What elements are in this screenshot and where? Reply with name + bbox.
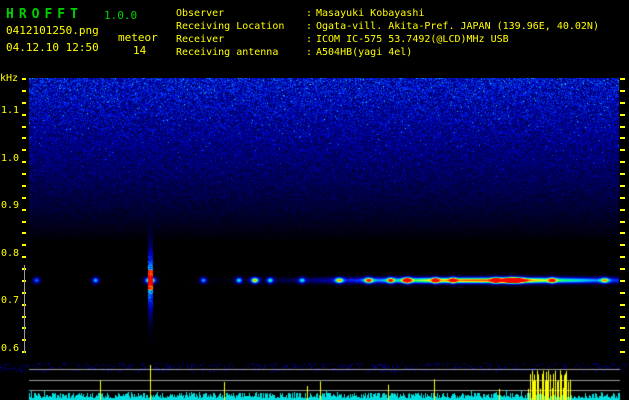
info-key: Observer (176, 8, 225, 19)
info-value: Ogata-vill. Akita-Pref. JAPAN (139.96E, … (316, 21, 599, 32)
y-axis-unit-label: kHz (0, 73, 19, 84)
info-row: Receiving Location: Ogata-vill. Akita-Pre… (176, 20, 599, 33)
info-separator: : (306, 21, 313, 32)
y-axis-tick-mark (22, 184, 26, 187)
y-axis-tick-mark-right (620, 149, 625, 152)
amplitude-canvas[interactable] (0, 363, 629, 400)
meteor-counter-label: meteor (118, 31, 158, 44)
y-axis-tick-mark (22, 244, 26, 247)
y-axis-tick-mark (22, 125, 26, 128)
info-row: Receiver: ICOM IC-575 53.7492(@LCD)MHz US… (176, 33, 599, 46)
info-key: Receiving Location (176, 21, 285, 32)
y-axis-tick-mark-right (620, 315, 625, 318)
y-axis-tick-mark-right (620, 279, 625, 282)
y-axis-tick-mark (22, 137, 26, 140)
info-separator: : (306, 47, 313, 58)
y-axis-tick-mark-right (620, 208, 625, 211)
amplitude-strip-chart[interactable] (0, 363, 629, 400)
y-axis-tick-mark-right (620, 173, 625, 175)
y-axis-tick-mark (22, 196, 26, 199)
y-axis-tick-mark-right (620, 89, 625, 92)
y-axis-tick-mark (22, 173, 26, 175)
y-axis-tick-mark (22, 220, 26, 223)
info-value: A504HB(yagi 4el) (316, 47, 413, 58)
info-key: Receiving antenna (176, 47, 279, 58)
y-axis-tick-mark (22, 232, 26, 235)
y-axis-tick-mark (22, 89, 26, 92)
app-version: 1.0.0 (104, 9, 138, 22)
y-axis-tick-mark-right (620, 232, 625, 235)
scale-marker (24, 265, 25, 353)
y-axis-tick-label: 1.1 (1, 105, 20, 117)
info-separator: : (306, 34, 313, 45)
y-axis-tick-mark (22, 256, 26, 259)
y-axis-tick-label: 1.0 (1, 152, 20, 164)
y-axis-tick-mark-right (620, 291, 625, 294)
app-title: HROFFT (6, 7, 83, 22)
y-axis-tick-mark-right (620, 268, 625, 270)
y-axis-tick-mark-right (620, 339, 625, 342)
y-axis-tick-mark-right (620, 184, 625, 187)
spectrogram-canvas[interactable] (29, 78, 619, 363)
y-axis-tick-mark-right (620, 137, 625, 140)
info-row: Receiving antenna: A504HB(yagi 4el) (176, 46, 599, 59)
y-axis-tick-mark-right (620, 303, 625, 306)
y-axis-tick-label: 0.8 (1, 247, 20, 259)
info-separator: : (306, 8, 313, 19)
y-axis-tick-mark (22, 78, 26, 80)
y-axis-tick-mark-right (620, 78, 625, 80)
y-axis-tick-mark-right (620, 351, 625, 354)
info-value: Masayuki Kobayashi (316, 8, 425, 19)
y-axis-tick-mark-right (620, 161, 625, 164)
y-axis-tick-mark-right (620, 125, 625, 128)
info-value: ICOM IC-575 53.7492(@LCD)MHz USB (316, 34, 509, 45)
meteor-counter-value: 14 (133, 44, 147, 57)
capture-datetime-label: 04.12.10 12:50 (6, 41, 99, 54)
spectrogram-plot[interactable] (29, 78, 619, 363)
y-axis-tick-mark-right (620, 196, 625, 199)
y-axis-tick-mark-right (620, 113, 625, 116)
y-axis-tick-label: 0.6 (1, 342, 20, 354)
y-axis-tick-label: 0.9 (1, 200, 20, 212)
y-axis-tick-mark-right (620, 220, 625, 223)
info-row: Observer: Masayuki Kobayashi (176, 7, 599, 20)
y-axis-tick-mark (22, 101, 26, 104)
y-axis-tick-mark (22, 149, 26, 152)
y-axis-tick-mark-right (620, 256, 625, 259)
y-axis-tick-label: 0.7 (1, 295, 20, 307)
y-axis-tick-mark-right (620, 244, 625, 247)
y-axis-tick-mark-right (620, 101, 625, 104)
y-axis-tick-mark (22, 161, 26, 164)
station-info-block: Observer: Masayuki Kobayashi Receiving Loc… (176, 7, 599, 59)
file-name-label: 0412101250.png (6, 24, 99, 37)
y-axis-tick-mark (22, 208, 26, 211)
header-panel: HROFFT 1.0.0 0412101250.png 04.12.10 12:… (0, 0, 629, 70)
y-axis-tick-mark-right (620, 327, 625, 330)
info-key: Receiver (176, 34, 225, 45)
y-axis-tick-mark (22, 113, 26, 116)
